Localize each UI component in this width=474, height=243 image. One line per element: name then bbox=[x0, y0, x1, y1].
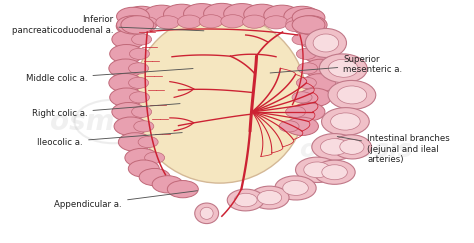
Circle shape bbox=[303, 45, 336, 63]
Circle shape bbox=[221, 15, 245, 28]
Circle shape bbox=[294, 16, 327, 34]
Ellipse shape bbox=[328, 59, 358, 77]
Text: Middle colic a.: Middle colic a. bbox=[26, 69, 193, 83]
Circle shape bbox=[125, 148, 158, 167]
Circle shape bbox=[284, 6, 320, 26]
Circle shape bbox=[123, 6, 160, 26]
Circle shape bbox=[279, 121, 299, 132]
Circle shape bbox=[304, 59, 337, 78]
Ellipse shape bbox=[275, 176, 316, 200]
Text: Ileocolic a.: Ileocolic a. bbox=[37, 133, 182, 147]
Ellipse shape bbox=[319, 54, 367, 83]
Text: Appendicular a.: Appendicular a. bbox=[55, 191, 197, 209]
Ellipse shape bbox=[195, 203, 219, 224]
Ellipse shape bbox=[200, 207, 213, 219]
Circle shape bbox=[292, 92, 312, 103]
Circle shape bbox=[303, 74, 336, 92]
Circle shape bbox=[145, 152, 164, 163]
Ellipse shape bbox=[295, 157, 339, 182]
Circle shape bbox=[109, 59, 142, 78]
Ellipse shape bbox=[250, 186, 289, 209]
Circle shape bbox=[114, 117, 147, 136]
Circle shape bbox=[285, 106, 306, 117]
Circle shape bbox=[164, 4, 200, 25]
Circle shape bbox=[112, 30, 146, 49]
Circle shape bbox=[112, 103, 146, 121]
Circle shape bbox=[243, 15, 266, 28]
Ellipse shape bbox=[321, 108, 369, 135]
Circle shape bbox=[296, 77, 317, 88]
Ellipse shape bbox=[331, 113, 360, 130]
Text: osmosis: osmosis bbox=[50, 107, 176, 136]
Ellipse shape bbox=[340, 139, 364, 154]
Circle shape bbox=[177, 15, 201, 28]
Ellipse shape bbox=[328, 80, 376, 109]
Text: osmosis: osmosis bbox=[300, 139, 413, 163]
Ellipse shape bbox=[320, 139, 349, 155]
Circle shape bbox=[136, 20, 156, 32]
Circle shape bbox=[134, 121, 154, 132]
Circle shape bbox=[286, 117, 319, 135]
Circle shape bbox=[296, 48, 317, 60]
Ellipse shape bbox=[234, 193, 257, 207]
Ellipse shape bbox=[304, 162, 331, 178]
Circle shape bbox=[117, 7, 149, 26]
Circle shape bbox=[167, 181, 198, 198]
Circle shape bbox=[292, 34, 312, 45]
Circle shape bbox=[299, 88, 331, 106]
Circle shape bbox=[128, 77, 149, 88]
Circle shape bbox=[132, 106, 152, 117]
Ellipse shape bbox=[322, 165, 347, 180]
Circle shape bbox=[139, 168, 170, 186]
Circle shape bbox=[292, 16, 325, 34]
Circle shape bbox=[134, 17, 158, 30]
Circle shape bbox=[292, 17, 325, 35]
Circle shape bbox=[129, 92, 149, 103]
Circle shape bbox=[144, 5, 180, 26]
Text: Superior
mesenteric a.: Superior mesenteric a. bbox=[270, 55, 402, 74]
Circle shape bbox=[118, 133, 152, 151]
Circle shape bbox=[138, 137, 158, 148]
Circle shape bbox=[285, 20, 306, 32]
Circle shape bbox=[298, 63, 318, 74]
Circle shape bbox=[224, 4, 260, 24]
Circle shape bbox=[117, 16, 149, 34]
Circle shape bbox=[156, 16, 180, 29]
Circle shape bbox=[244, 4, 280, 25]
Circle shape bbox=[129, 48, 149, 60]
Circle shape bbox=[128, 63, 149, 74]
Circle shape bbox=[109, 73, 142, 92]
Circle shape bbox=[152, 176, 183, 193]
Circle shape bbox=[199, 15, 223, 28]
Circle shape bbox=[109, 88, 143, 107]
Circle shape bbox=[116, 17, 150, 35]
Ellipse shape bbox=[227, 189, 264, 211]
Ellipse shape bbox=[133, 14, 306, 183]
Circle shape bbox=[286, 17, 310, 30]
Ellipse shape bbox=[257, 191, 282, 205]
Text: Intestinal branches
(jejunal and ileal
arteries): Intestinal branches (jejunal and ileal a… bbox=[337, 134, 450, 164]
Ellipse shape bbox=[337, 86, 367, 104]
Ellipse shape bbox=[283, 181, 308, 195]
Circle shape bbox=[128, 160, 159, 177]
Text: Right colic a.: Right colic a. bbox=[32, 104, 180, 118]
Circle shape bbox=[264, 16, 288, 29]
Text: Inferior
pancreaticoduodenal a.: Inferior pancreaticoduodenal a. bbox=[12, 15, 204, 35]
Circle shape bbox=[292, 9, 325, 27]
Circle shape bbox=[132, 34, 152, 45]
Ellipse shape bbox=[332, 135, 372, 159]
Ellipse shape bbox=[312, 134, 357, 160]
Circle shape bbox=[183, 4, 220, 24]
Ellipse shape bbox=[305, 28, 346, 58]
Circle shape bbox=[292, 103, 325, 121]
Circle shape bbox=[109, 44, 143, 63]
Ellipse shape bbox=[313, 34, 338, 52]
Ellipse shape bbox=[314, 160, 355, 184]
Circle shape bbox=[264, 5, 300, 26]
Circle shape bbox=[204, 3, 240, 24]
Circle shape bbox=[299, 30, 331, 49]
Circle shape bbox=[121, 16, 154, 34]
